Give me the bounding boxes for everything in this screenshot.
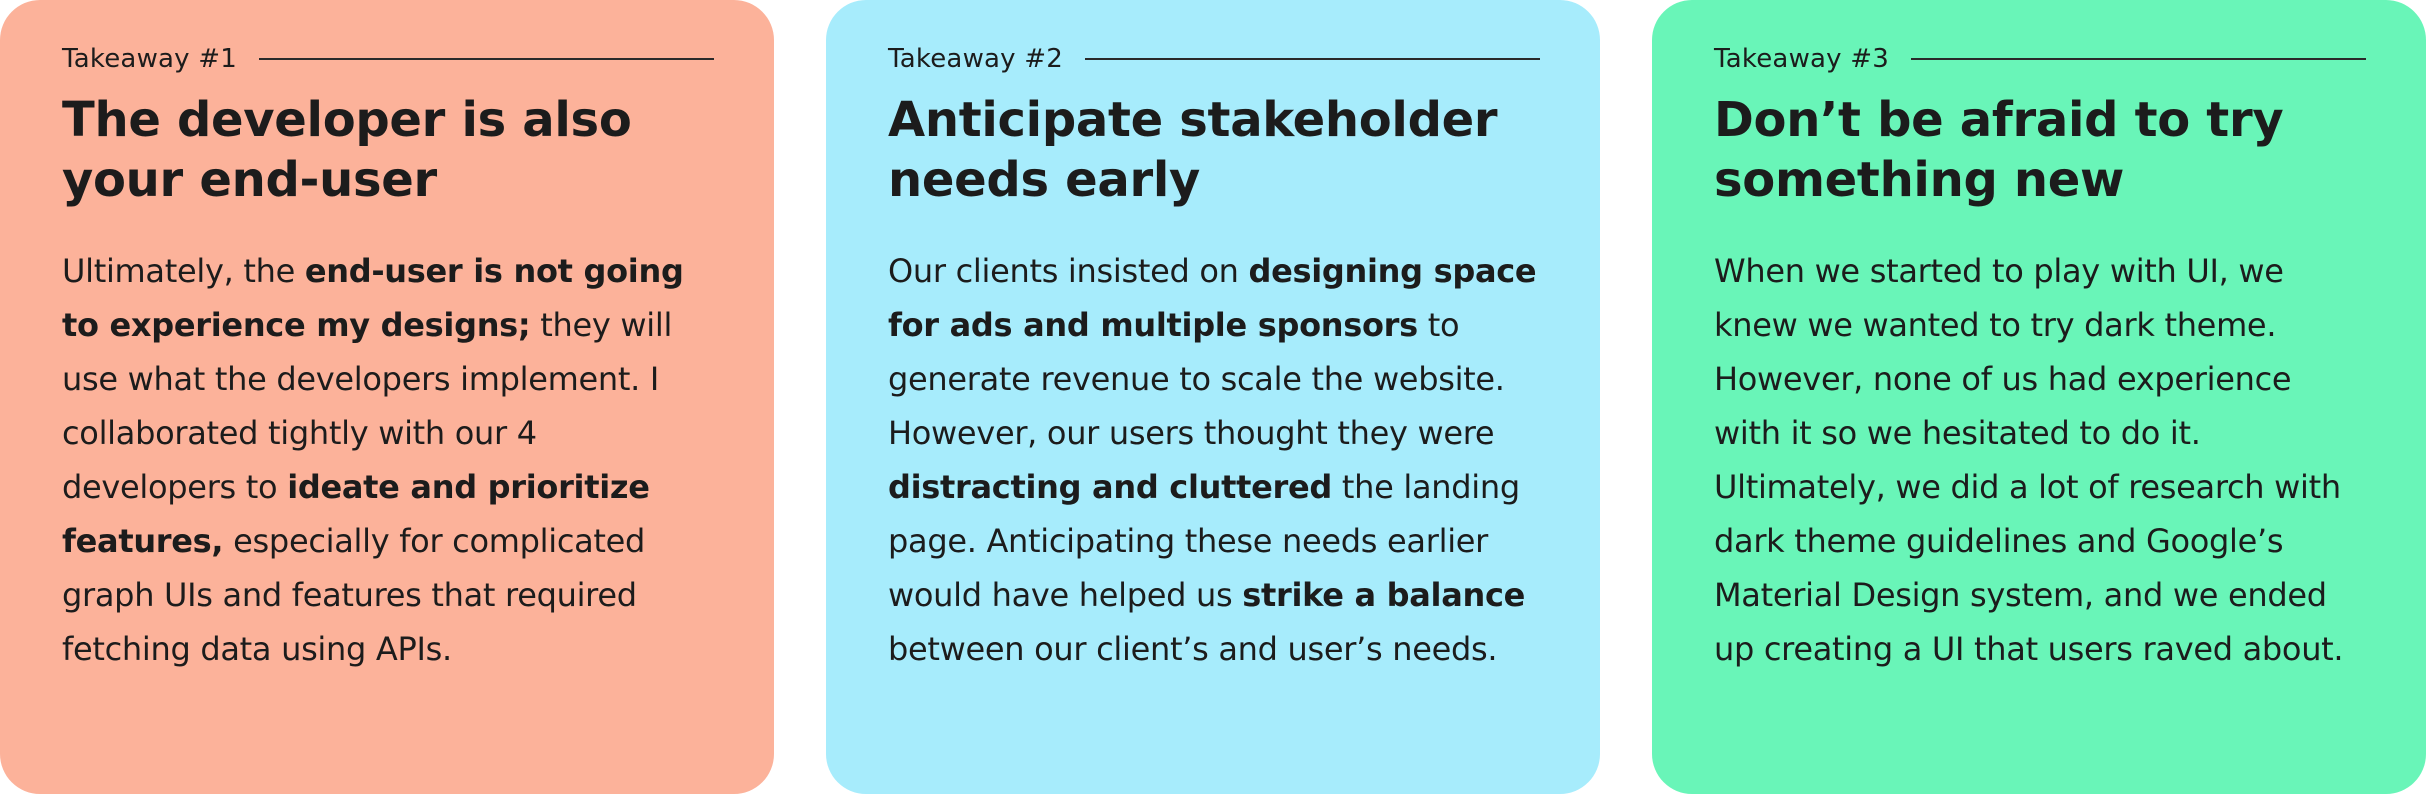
body-emphasis: ideate and prioritize features, bbox=[62, 468, 650, 560]
takeaway-title: Don’t be afraid to try something new bbox=[1714, 92, 2284, 208]
takeaway-card-2: Takeaway #2 Anticipate stakeholder needs… bbox=[826, 0, 1600, 794]
body-text: the landing page. Anticipating these nee… bbox=[888, 468, 1520, 614]
body-text: they will use what the developers implem… bbox=[62, 306, 673, 506]
body-text: Our clients insisted on bbox=[888, 252, 1249, 290]
takeaway-body: When we started to play with UI, we knew… bbox=[1714, 244, 2366, 676]
body-text: especially for complicated graph UIs and… bbox=[62, 522, 646, 668]
takeaway-label: Takeaway #2 bbox=[888, 44, 1063, 74]
body-emphasis: end-user is not going to experience my d… bbox=[62, 252, 684, 344]
divider-line bbox=[1084, 58, 1540, 60]
body-text: to generate revenue to scale the website… bbox=[888, 306, 1505, 452]
takeaway-body: Ultimately, the end-user is not going to… bbox=[62, 244, 714, 676]
card-eyebrow: Takeaway #1 bbox=[62, 42, 714, 76]
body-emphasis: distracting and cluttered bbox=[888, 468, 1332, 506]
card-eyebrow: Takeaway #2 bbox=[888, 42, 1540, 76]
body-emphasis: designing space for ads and multiple spo… bbox=[888, 252, 1537, 344]
body-emphasis: strike a balance bbox=[1242, 576, 1526, 614]
divider-line bbox=[258, 58, 714, 60]
takeaway-label: Takeaway #3 bbox=[1714, 44, 1889, 74]
body-text: Ultimately, the bbox=[62, 252, 305, 290]
card-eyebrow: Takeaway #3 bbox=[1714, 42, 2366, 76]
divider-line bbox=[1910, 58, 2366, 60]
body-text: between our client’s and user’s needs. bbox=[888, 630, 1498, 668]
takeaway-title: The developer is also your end-user bbox=[62, 92, 632, 208]
takeaway-card-1: Takeaway #1 The developer is also your e… bbox=[0, 0, 774, 794]
takeaway-card-3: Takeaway #3 Don’t be afraid to try somet… bbox=[1652, 0, 2426, 794]
takeaway-label: Takeaway #1 bbox=[62, 44, 237, 74]
takeaway-body: Our clients insisted on designing space … bbox=[888, 244, 1540, 676]
takeaway-title: Anticipate stakeholder needs early bbox=[888, 92, 1498, 208]
body-text: When we started to play with UI, we knew… bbox=[1714, 252, 2344, 668]
